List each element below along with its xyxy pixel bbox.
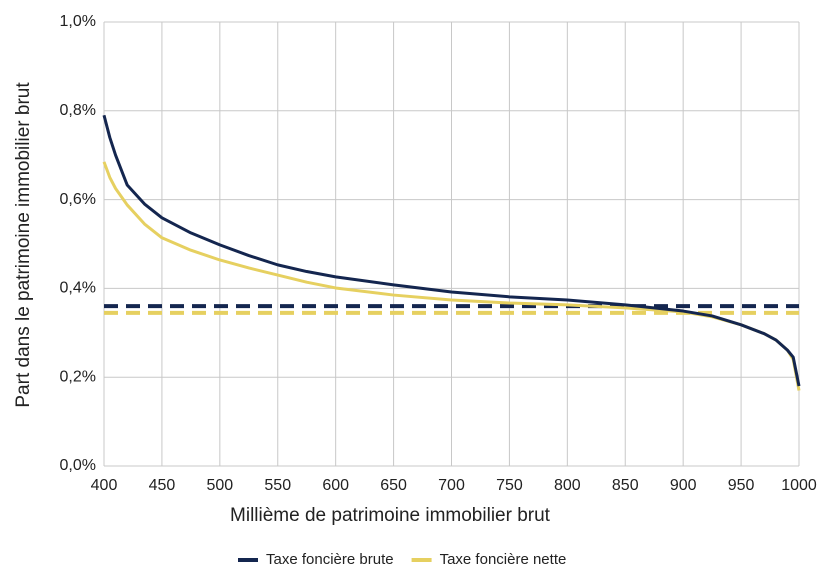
y-tick-label: 0,2% [60, 368, 96, 385]
x-tick-label: 700 [438, 477, 465, 494]
y-tick-label: 0,4% [60, 280, 96, 297]
x-tick-label: 500 [206, 477, 233, 494]
y-tick-label: 1,0% [60, 13, 96, 30]
x-tick-label: 550 [264, 477, 291, 494]
x-tick-label: 850 [612, 477, 639, 494]
y-tick-label: 0,0% [60, 457, 96, 474]
y-axis-label: Part dans le patrimoine immobilier brut [13, 82, 34, 408]
series-line [102, 114, 801, 387]
legend-label: Taxe foncière brute [266, 551, 394, 568]
x-axis-label: Millième de patrimoine immobilier brut [230, 505, 551, 526]
x-tick-label: 750 [496, 477, 523, 494]
x-tick-label: 600 [322, 477, 349, 494]
x-tick-label: 950 [728, 477, 755, 494]
x-tick-label: 800 [554, 477, 581, 494]
x-tick-label: 900 [670, 477, 697, 494]
legend-label: Taxe foncière nette [440, 551, 567, 568]
x-tick-label: 1000 [781, 477, 817, 494]
y-tick-label: 0,6% [60, 191, 96, 208]
x-tick-label: 650 [380, 477, 407, 494]
x-tick-label: 400 [91, 477, 118, 494]
y-tick-label: 0,8% [60, 102, 96, 119]
x-tick-label: 450 [149, 477, 176, 494]
